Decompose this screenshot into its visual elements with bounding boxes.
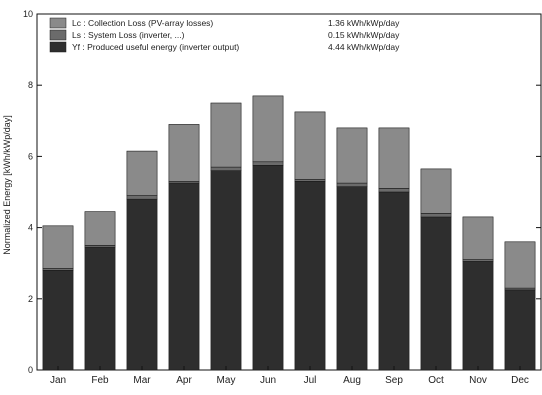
bar-segment-jun-series-1 — [252, 165, 284, 371]
legend-label: Ls : System Loss (inverter, ...) — [72, 30, 185, 40]
legend-swatch — [49, 29, 67, 41]
bar-segment-mar-series-3 — [126, 150, 158, 196]
bar-segment-jul-series-3 — [294, 111, 326, 180]
bar-segment-aug-series-3 — [336, 127, 368, 184]
bar-segment-jul-series-1 — [294, 181, 326, 371]
bar-segment-sep-series-1 — [378, 191, 410, 371]
bar-segment-feb-series-3 — [84, 211, 116, 246]
bar-segment-jun-series-2 — [252, 161, 284, 166]
legend-swatch — [49, 17, 67, 29]
legend-label: Yf : Produced useful energy (inverter ou… — [72, 42, 239, 52]
bar-segment-oct-series-3 — [420, 168, 452, 214]
bar-segment-mar-series-1 — [126, 198, 158, 371]
bar-segment-sep-series-3 — [378, 127, 410, 189]
y-tick-label: 2 — [28, 294, 33, 304]
bar-segment-apr-series-1 — [168, 182, 200, 371]
plot-frame — [36, 13, 542, 371]
legend-label: Lc : Collection Loss (PV-array losses) — [72, 18, 213, 28]
bar-segment-feb-series-1 — [84, 246, 116, 371]
legend-value: 4.44 kWh/kWp/day — [328, 42, 400, 52]
bar-segment-nov-series-3 — [462, 216, 494, 260]
bar-segment-dec-series-1 — [504, 289, 536, 371]
y-tick-label: 6 — [28, 151, 33, 161]
x-tick-label: Feb — [91, 375, 109, 386]
x-tick-label: May — [217, 375, 236, 386]
x-tick-label: Nov — [469, 375, 487, 386]
x-tick-label: Mar — [133, 375, 151, 386]
bar-segment-may-series-1 — [210, 170, 242, 371]
x-tick-label: Jan — [50, 375, 66, 386]
bar-segment-oct-series-1 — [420, 216, 452, 371]
x-tick-label: Sep — [385, 375, 403, 386]
y-axis-label: Normalized Energy [kWh/kWp/day] — [2, 115, 12, 255]
y-tick-label: 10 — [23, 9, 33, 19]
bar-segment-mar-series-2 — [126, 195, 158, 200]
x-tick-label: Jun — [260, 375, 276, 386]
legend-value: 1.36 kWh/kWp/day — [328, 18, 400, 28]
bar-segment-nov-series-1 — [462, 261, 494, 371]
plot-border — [36, 13, 542, 371]
bar-segment-may-series-3 — [210, 102, 242, 168]
bar-segment-aug-series-1 — [336, 186, 368, 371]
bar-segment-may-series-2 — [210, 166, 242, 172]
bar-segment-jan-series-3 — [42, 225, 74, 269]
bars-group — [42, 95, 536, 371]
y-tick-label: 4 — [28, 223, 33, 233]
legend: Lc : Collection Loss (PV-array losses) 1.… — [47, 16, 423, 55]
bar-segment-oct-series-2 — [420, 213, 452, 218]
x-tick-label: Oct — [428, 375, 444, 386]
legend-background — [47, 16, 423, 55]
bar-segment-aug-series-2 — [336, 182, 368, 188]
y-tick-label: 8 — [28, 80, 33, 90]
axes-group: 0 2 4 6 8 10 Jan Feb Mar Apr May Jun Jul Aug Sep Oct Nov… — [23, 9, 541, 386]
x-tick-label: Jul — [304, 375, 317, 386]
x-tick-label: Aug — [343, 375, 361, 386]
bar-segment-jun-series-3 — [252, 95, 284, 163]
bar-segment-apr-series-3 — [168, 124, 200, 182]
bar-segment-dec-series-3 — [504, 241, 536, 289]
y-tick-label: 0 — [28, 365, 33, 375]
legend-value: 0.15 kWh/kWp/day — [328, 30, 400, 40]
x-tick-label: Dec — [511, 375, 529, 386]
bar-segment-sep-series-2 — [378, 188, 410, 193]
legend-swatch — [49, 41, 67, 53]
x-tick-label: Apr — [176, 375, 192, 386]
bar-segment-jan-series-1 — [42, 269, 74, 371]
